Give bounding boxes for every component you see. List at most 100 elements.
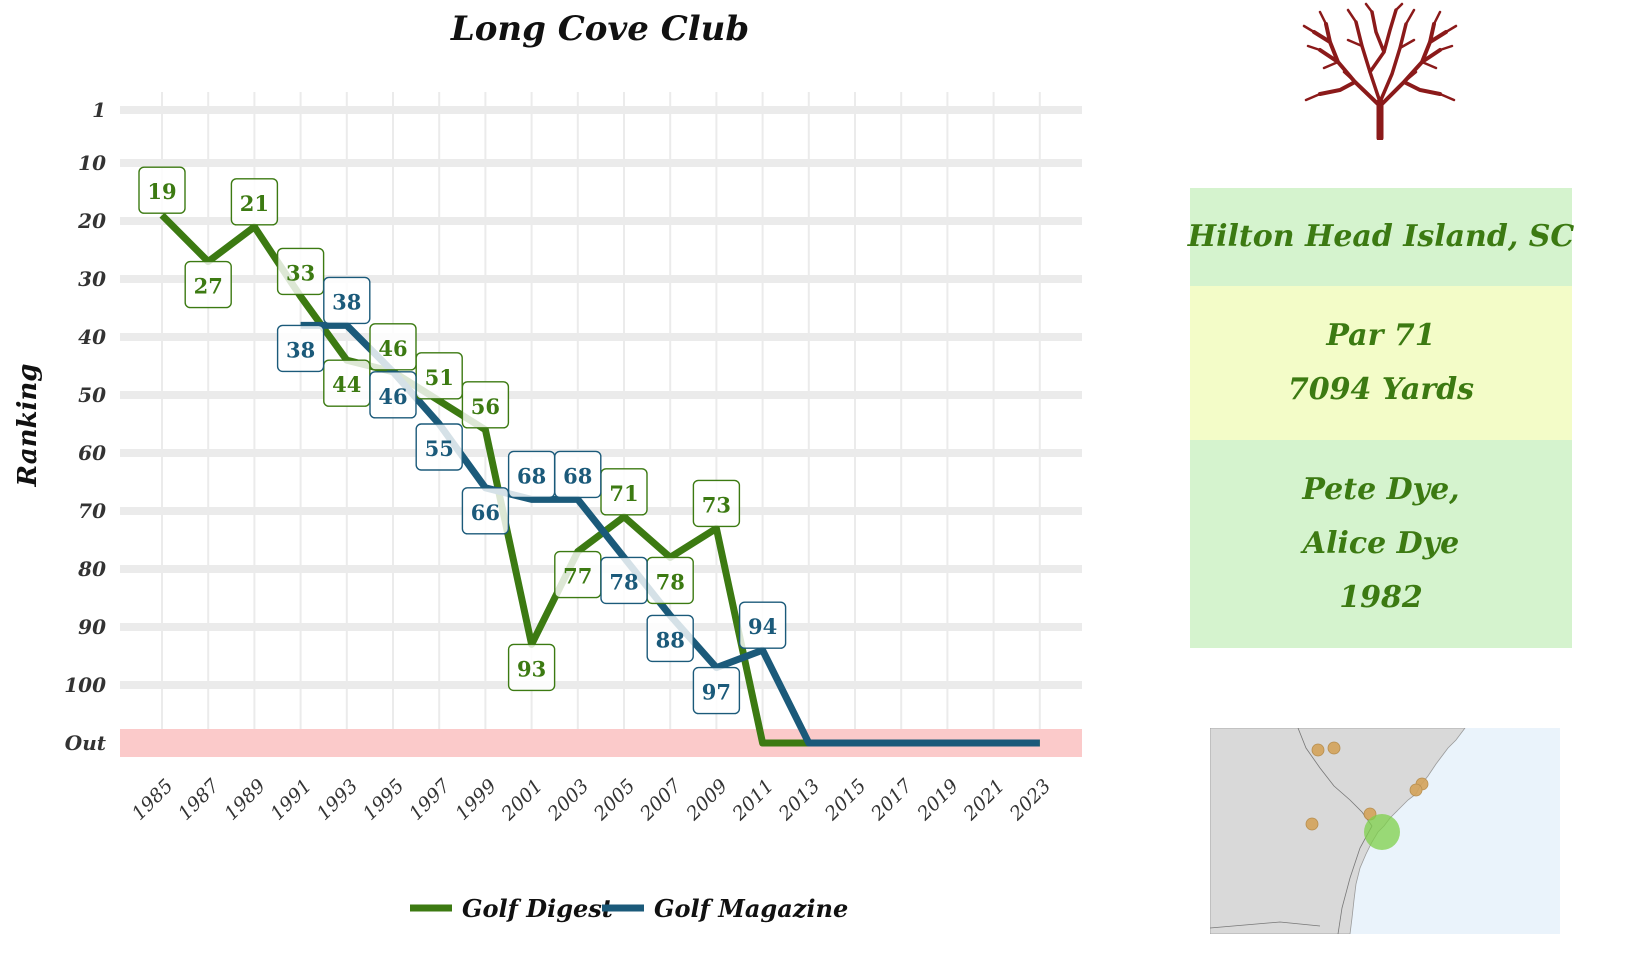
x-tick-label: 2015 — [820, 775, 870, 825]
label-value: 21 — [240, 191, 269, 216]
x-tick-label: 2005 — [589, 775, 639, 825]
x-tick-label: 1991 — [266, 775, 316, 825]
chart-title: Long Cove Club — [450, 9, 749, 49]
yards-text: 7094 Yards — [1287, 372, 1475, 407]
label-value: 68 — [517, 463, 546, 488]
designer-1-text: Pete Dye, — [1302, 472, 1460, 507]
x-tick-label: 2013 — [774, 775, 824, 825]
nearby-course-marker — [1311, 743, 1325, 757]
label-value: 19 — [147, 179, 176, 204]
label-box — [692, 479, 741, 528]
y-tick-label: 20 — [77, 209, 106, 233]
label-box — [461, 381, 510, 429]
x-tick-label: 1995 — [359, 775, 409, 825]
this-course-marker — [1364, 814, 1400, 850]
y-tick-label: Out — [65, 731, 107, 755]
label-value: 97 — [702, 680, 731, 705]
label-box — [323, 276, 371, 325]
designer-2-text: Alice Dye — [1302, 526, 1460, 561]
golf-digest-point-label: 19 — [138, 166, 186, 214]
y-tick-label: 90 — [78, 615, 106, 639]
golf-magazine-point-label: 66 — [461, 487, 510, 535]
label-value: 44 — [332, 372, 361, 397]
label-value: 38 — [332, 289, 361, 314]
y-tick-label: 1 — [92, 98, 106, 122]
label-box — [600, 556, 648, 605]
chart-grid — [120, 92, 1082, 755]
golf-magazine-point-label: 55 — [415, 423, 463, 471]
coral-icon — [1302, 2, 1458, 140]
label-box — [276, 247, 325, 296]
region-map — [1210, 728, 1560, 934]
location-text: Hilton Head Island, SC — [1187, 219, 1575, 254]
label-value: 68 — [563, 463, 592, 488]
par-text: Par 71 — [1326, 318, 1436, 353]
golf-magazine-point-label: 68 — [554, 450, 602, 499]
label-value: 55 — [425, 436, 454, 461]
label-value: 78 — [609, 569, 638, 594]
label-box — [554, 450, 602, 499]
label-box — [184, 260, 232, 309]
label-box — [415, 423, 463, 471]
y-tick-label: 60 — [78, 441, 106, 465]
x-tick-label: 1989 — [220, 775, 270, 825]
label-value: 78 — [656, 569, 685, 594]
year-text: 1982 — [1339, 580, 1423, 615]
ranking-chart: 19 27 21 33 44 46 51 56 93 77 71 78 73 38 38 46 55 66 68 68… — [13, 9, 1082, 923]
label-value: 73 — [702, 492, 731, 517]
golf-magazine-point-label: 68 — [507, 450, 556, 499]
x-tick-label: 2017 — [866, 774, 917, 825]
legend-label: Golf Magazine — [654, 894, 848, 923]
label-box — [692, 666, 741, 715]
golf-digest-point-label: 27 — [184, 260, 232, 309]
label-value: 51 — [425, 365, 454, 390]
label-box — [461, 487, 510, 535]
golf-magazine-point-label: 38 — [323, 276, 371, 325]
x-tick-label: 1999 — [451, 775, 501, 825]
y-tick-label: 80 — [77, 557, 106, 581]
label-value: 88 — [656, 627, 685, 652]
y-tick-label: 70 — [78, 499, 106, 523]
x-tick-label: 2023 — [1005, 775, 1055, 825]
golf-magazine-point-label: 94 — [738, 601, 787, 649]
label-value: 46 — [378, 336, 407, 361]
label-box — [230, 178, 279, 226]
label-box — [138, 166, 186, 214]
golf-magazine-point-label: 88 — [646, 614, 694, 663]
label-box — [738, 601, 787, 649]
golf-digest-point-label: 78 — [646, 556, 694, 605]
label-value: 56 — [471, 394, 500, 419]
specs-panel: Par 71 7094 Yards — [1190, 286, 1572, 440]
nearby-course-marker — [1409, 783, 1423, 797]
golf-magazine-point-label: 46 — [369, 371, 417, 419]
x-axis-ticks: 1985198719891991199319951997199920012003… — [128, 774, 1056, 825]
label-value: 46 — [378, 384, 407, 409]
legend: Golf Digest Golf Magazine — [410, 894, 848, 923]
label-value: 33 — [286, 260, 315, 285]
golf-magazine-point-label: 78 — [600, 556, 648, 605]
x-tick-label: 2019 — [912, 775, 962, 825]
golf-digest-point-label: 93 — [507, 643, 556, 692]
x-tick-label: 2007 — [635, 774, 686, 825]
x-tick-label: 2009 — [681, 775, 731, 825]
y-tick-label: 30 — [78, 267, 106, 291]
label-value: 27 — [194, 274, 223, 299]
label-box — [369, 323, 417, 371]
golf-digest-point-label: 33 — [276, 247, 325, 296]
label-value: 93 — [517, 656, 546, 681]
label-value: 66 — [471, 500, 500, 525]
y-tick-label: 40 — [78, 325, 106, 349]
golf-magazine-point-label: 97 — [692, 666, 741, 715]
x-tick-label: 2001 — [497, 775, 547, 825]
label-box — [369, 371, 417, 419]
y-axis-ticks: 1 10 20 30 40 50 60 70 80 90 100 Out — [64, 98, 107, 755]
legend-label: Golf Digest — [462, 894, 613, 923]
point-labels: 19 27 21 33 44 46 51 56 93 77 71 78 73 38 38 46 55 66 68 68… — [138, 166, 787, 715]
location-panel: Hilton Head Island, SC — [1187, 188, 1575, 286]
label-box — [276, 324, 325, 373]
nearby-course-marker — [1305, 817, 1319, 831]
golf-digest-point-label: 56 — [461, 381, 510, 429]
y-tick-label: 10 — [78, 151, 106, 175]
golf-digest-point-label: 71 — [600, 468, 648, 516]
x-tick-label: 2011 — [728, 775, 778, 825]
